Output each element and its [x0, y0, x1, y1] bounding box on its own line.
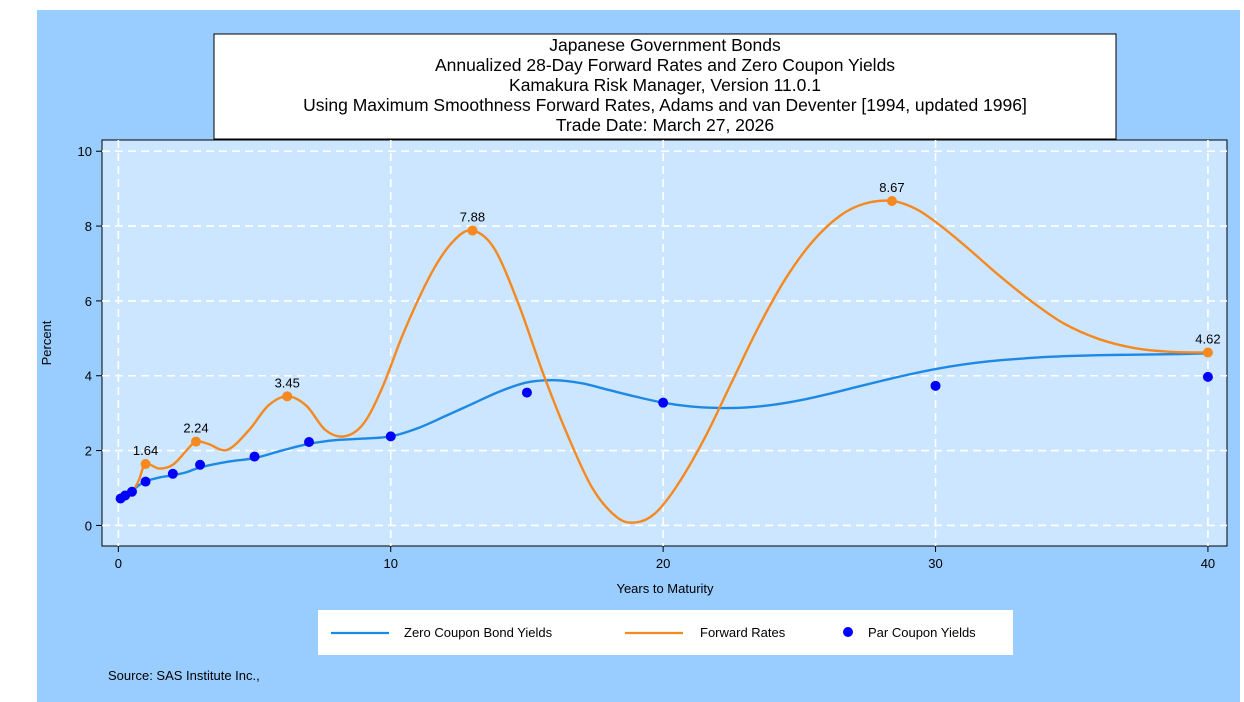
forward-peak-point-1 [190, 436, 201, 447]
x-axis-label: Years to Maturity [616, 581, 714, 596]
data-label-layer: 1.64 2.24 3.45 7.88 8.67 4.62 [133, 180, 1221, 458]
title-box [213, 33, 1117, 140]
marker-layer [115, 195, 1213, 504]
x-tick-label-30: 30 [928, 556, 942, 571]
legend-forward-label: Forward Rates [700, 625, 786, 640]
forward-peak-point-2 [282, 391, 293, 402]
par-coupon-point-8 [385, 431, 396, 442]
par-coupon-point-11 [930, 380, 941, 391]
chart-title-line-4: Using Maximum Smoothness Forward Rates, … [303, 95, 1027, 115]
source-note: Source: SAS Institute Inc., [108, 668, 260, 683]
chart-title-line-3: Kamakura Risk Manager, Version 11.0.1 [509, 75, 821, 95]
forward-data-label-4: 8.67 [879, 180, 904, 195]
chart-title-line-1: Japanese Government Bonds [549, 35, 781, 55]
y-tick-label-2: 2 [85, 444, 92, 459]
chart-title-line-5: Trade Date: March 27, 2026 [556, 115, 774, 135]
y-tick-label-0: 0 [85, 518, 92, 533]
forward-peak-point-3 [467, 225, 478, 236]
axes-layer: 0 2 4 6 8 10 0 10 20 30 40 [78, 144, 1216, 571]
forward-data-label-5: 4.62 [1195, 332, 1220, 347]
par-coupon-point-10 [658, 397, 669, 408]
y-tick-label-4: 4 [85, 369, 92, 384]
chart-title-line-2: Annualized 28-Day Forward Rates and Zero… [435, 55, 895, 75]
x-tick-label-0: 0 [115, 556, 122, 571]
forward-data-label-3: 7.88 [460, 210, 485, 225]
zero-coupon-yield-line [117, 352, 1208, 500]
y-tick-label-10: 10 [78, 144, 92, 159]
forward-peak-point-0 [140, 459, 151, 470]
par-coupon-point-4 [167, 468, 178, 479]
x-tick-label-20: 20 [656, 556, 670, 571]
forward-peak-point-5 [1202, 347, 1213, 358]
plot-area [101, 139, 1228, 547]
legend-zero-coupon-label: Zero Coupon Bond Yields [404, 625, 553, 640]
forward-data-label-2: 3.45 [275, 375, 300, 390]
par-coupon-point-12 [1202, 371, 1213, 382]
forward-peak-point-4 [886, 195, 897, 206]
legend-par-label: Par Coupon Yields [868, 625, 976, 640]
par-coupon-point-5 [195, 459, 206, 470]
par-coupon-point-7 [304, 436, 315, 447]
par-coupon-point-3 [140, 476, 151, 487]
forward-data-label-1: 2.24 [183, 421, 208, 436]
legend-par-dot [843, 627, 853, 637]
par-coupon-point-6 [249, 451, 260, 462]
x-tick-label-10: 10 [384, 556, 398, 571]
grid-layer [102, 140, 1227, 546]
forward-data-label-0: 1.64 [133, 443, 158, 458]
x-tick-label-40: 40 [1201, 556, 1215, 571]
y-axis-label: Percent [39, 320, 54, 365]
y-tick-label-6: 6 [85, 294, 92, 309]
par-coupon-point-2 [126, 486, 137, 497]
y-tick-label-8: 8 [85, 219, 92, 234]
par-coupon-point-9 [521, 387, 532, 398]
